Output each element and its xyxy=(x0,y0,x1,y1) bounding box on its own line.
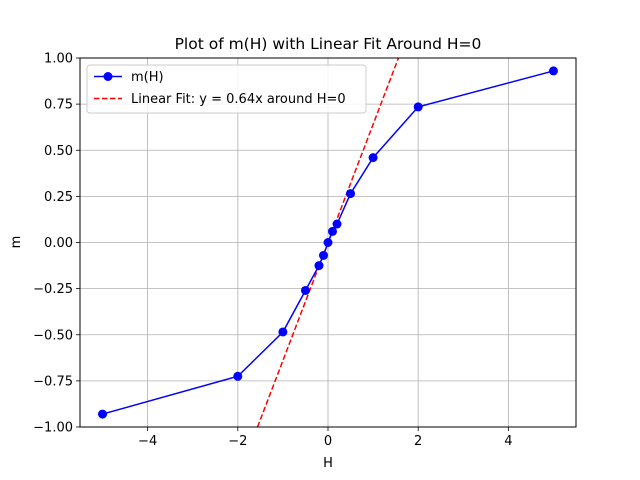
data-point-m xyxy=(548,66,558,76)
x-tick-label: 0 xyxy=(324,434,332,449)
data-point-m xyxy=(332,219,342,229)
y-tick-label: 0.75 xyxy=(44,98,73,113)
y-tick-label: 1.00 xyxy=(44,52,73,67)
x-tick-label: 2 xyxy=(414,434,422,449)
data-point-m xyxy=(368,153,378,163)
data-point-m xyxy=(318,250,328,260)
legend-label-linear-fit: Linear Fit: y = 0.64x around H=0 xyxy=(131,92,346,107)
y-tick-label: −0.50 xyxy=(33,328,73,343)
y-tick-label: −0.75 xyxy=(33,374,73,389)
x-tick-label: 4 xyxy=(504,434,512,449)
x-axis-label: H xyxy=(323,456,333,471)
chart-title: Plot of m(H) with Linear Fit Around H=0 xyxy=(175,35,482,53)
legend-label-m: m(H) xyxy=(131,70,164,85)
data-point-m xyxy=(233,371,243,381)
data-point-m xyxy=(314,261,324,271)
data-point-m xyxy=(346,189,356,199)
plot-area xyxy=(98,58,558,427)
y-tick-label: 0.50 xyxy=(44,144,73,159)
x-tick-label: −4 xyxy=(138,434,157,449)
y-axis-label: m xyxy=(9,236,24,249)
legend: m(H) Linear Fit: y = 0.64x around H=0 xyxy=(86,64,367,114)
data-point-m xyxy=(323,238,333,247)
data-point-m xyxy=(300,285,310,295)
x-tick-label: −2 xyxy=(228,434,247,449)
data-point-m xyxy=(328,226,338,236)
data-point-m xyxy=(413,102,423,112)
axis-ticks: −4 −2 0 2 4 −1.00 −0.75 −0.50 −0.25 0.00 0.25 0.50 0… xyxy=(33,52,512,450)
legend-marker-m xyxy=(103,72,113,81)
y-tick-label: 0.25 xyxy=(44,190,73,205)
legend-box xyxy=(86,64,367,114)
data-point-m xyxy=(278,327,288,337)
y-tick-label: −0.25 xyxy=(33,282,73,297)
y-tick-label: 0.00 xyxy=(44,236,73,251)
data-point-m xyxy=(98,409,108,419)
y-tick-label: −1.00 xyxy=(33,421,73,436)
